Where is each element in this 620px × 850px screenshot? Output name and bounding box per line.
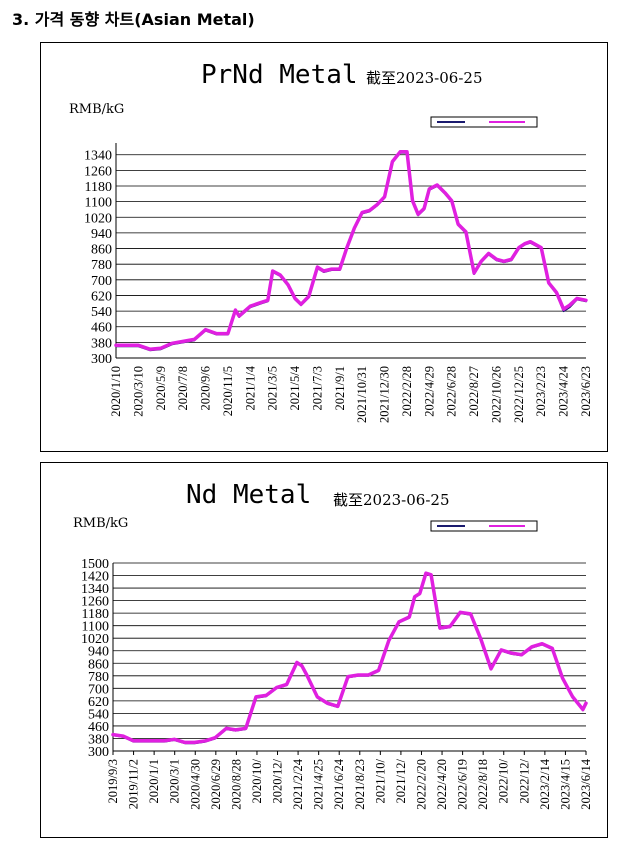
chart-title: Nd Metal [186,480,311,510]
y-tick-label: 1180 [82,607,109,622]
y-tick-label: 940 [88,645,109,660]
x-tick-label: 2022/4/29 [422,366,436,417]
x-tick-label: 2021/8/23 [353,759,367,810]
y-tick-label: 700 [88,682,109,697]
y-tick-label: 540 [91,305,112,320]
y-axis-unit-label: RMB/kG [69,102,124,117]
x-tick-label: 2023/4/15 [558,759,572,810]
x-tick-label: 2020/3/10 [131,366,145,417]
x-tick-label: 2020/4/30 [188,759,202,810]
y-tick-label: 860 [91,243,112,258]
x-tick-label: 2021/3/5 [266,366,280,410]
chart-subtitle: 截至2023-06-25 [333,491,450,509]
chart-subtitle: 截至2023-06-25 [366,69,483,87]
x-tick-label: 2021/10/ [373,758,387,803]
y-tick-label: 1500 [81,557,109,572]
x-tick-label: 2021/6/24 [332,758,346,809]
x-tick-label: 2020/5/9 [154,366,168,410]
x-tick-label: 2020/8/28 [229,759,243,810]
y-tick-label: 380 [88,732,109,747]
series-line-2 [111,571,588,745]
x-tick-label: 2020/1/1 [147,759,161,803]
y-tick-label: 780 [88,670,109,685]
x-tick-label: 2021/12/ [394,758,408,803]
y-tick-label: 620 [91,289,112,304]
x-tick-label: 2020/11/5 [221,366,235,416]
x-tick-label: 2021/4/25 [312,759,326,810]
prnd-chart: PrNd Metal 截至2023-06-25 RMB/kG 300380460540… [69,60,593,423]
x-tick-label: 2022/10/ [497,758,511,803]
x-tick-label: 2020/1/10 [109,366,123,417]
x-tick-label: 2021/10/31 [355,366,369,423]
x-tick-label: 2022/4/20 [435,759,449,810]
y-tick-label: 940 [91,227,112,242]
y-tick-label: 300 [88,745,109,760]
x-tick-label: 2021/12/30 [378,366,392,423]
y-tick-label: 1420 [81,570,109,585]
y-tick-label: 460 [88,720,109,735]
x-tick-label: 2022/12/25 [512,366,526,423]
y-tick-label: 1100 [85,196,112,211]
x-tick-label: 2023/6/23 [579,366,593,417]
nd-chart-panel: Nd Metal 截至2023-06-25 RMB/kG 300 380 460 540 62… [40,462,608,838]
y-tick-label: 1180 [85,180,112,195]
series-line-1 [112,573,587,745]
y-tick-label: 860 [88,657,109,672]
x-tick-label: 2023/2/14 [538,758,552,809]
x-tick-label: 2020/3/1 [168,759,182,803]
x-tick-label: 2020/10/ [250,758,264,803]
y-tick-label: 620 [88,695,109,710]
y-axis-unit-label: RMB/kG [73,516,128,531]
y-tick-label: 1020 [81,632,109,647]
x-tick-label: 2020/9/6 [199,366,213,410]
x-tick-label: 2022/2/28 [400,366,414,417]
x-tick-label: 2019/11/2 [127,759,141,809]
series-line-2 [114,150,588,351]
y-tick-label: 780 [91,258,112,273]
y-tick-label: 1340 [84,149,112,164]
y-tick-label: 300 [91,352,112,367]
x-tick-label: 2022/8/18 [476,759,490,810]
y-tick-label: 1260 [84,164,112,179]
y-tick-label: 460 [91,321,112,336]
prnd-chart-panel: PrNd Metal 截至2023-06-25 RMB/kG 300 380 460 540… [40,42,608,452]
x-tick-label: 2021/9/1 [333,366,347,410]
x-tick-label: 2020/6/29 [209,759,223,810]
y-tick-label: 1340 [81,582,109,597]
x-tick-label: 2022/6/19 [456,759,470,810]
y-tick-label: 1020 [84,211,112,226]
x-tick-label: 2021/5/4 [288,365,302,410]
legend-box [430,520,538,532]
y-tick-label: 380 [91,336,112,351]
x-tick-label: 2022/8/27 [467,366,481,417]
x-tick-label: 2023/2/23 [534,366,548,417]
x-tick-label: 2023/6/14 [579,758,593,809]
section-title: 3. 가격 동향 차트(Asian Metal) [12,10,255,29]
nd-chart: Nd Metal 截至2023-06-25 RMB/kG 30038046054062… [73,480,593,810]
x-tick-label: 2022/2/20 [414,759,428,810]
x-tick-label: 2020/12/ [271,758,285,803]
x-tick-label: 2022/10/26 [489,366,503,423]
x-tick-label: 2022/6/28 [445,366,459,417]
x-tick-label: 2020/7/8 [176,366,190,410]
x-tick-label: 2019/9/3 [106,759,120,803]
y-tick-label: 1260 [81,595,109,610]
y-tick-label: 700 [91,274,112,289]
x-tick-label: 2022/12/ [517,758,531,803]
x-tick-label: 2021/7/3 [310,366,324,410]
y-tick-label: 1100 [82,620,109,635]
y-tick-label: 540 [88,707,109,722]
legend-box [430,116,538,128]
chart-title: PrNd Metal [201,60,358,90]
x-tick-label: 2021/1/4 [243,365,257,410]
x-tick-label: 2023/4/24 [557,365,571,416]
x-tick-label: 2021/2/24 [291,758,305,809]
